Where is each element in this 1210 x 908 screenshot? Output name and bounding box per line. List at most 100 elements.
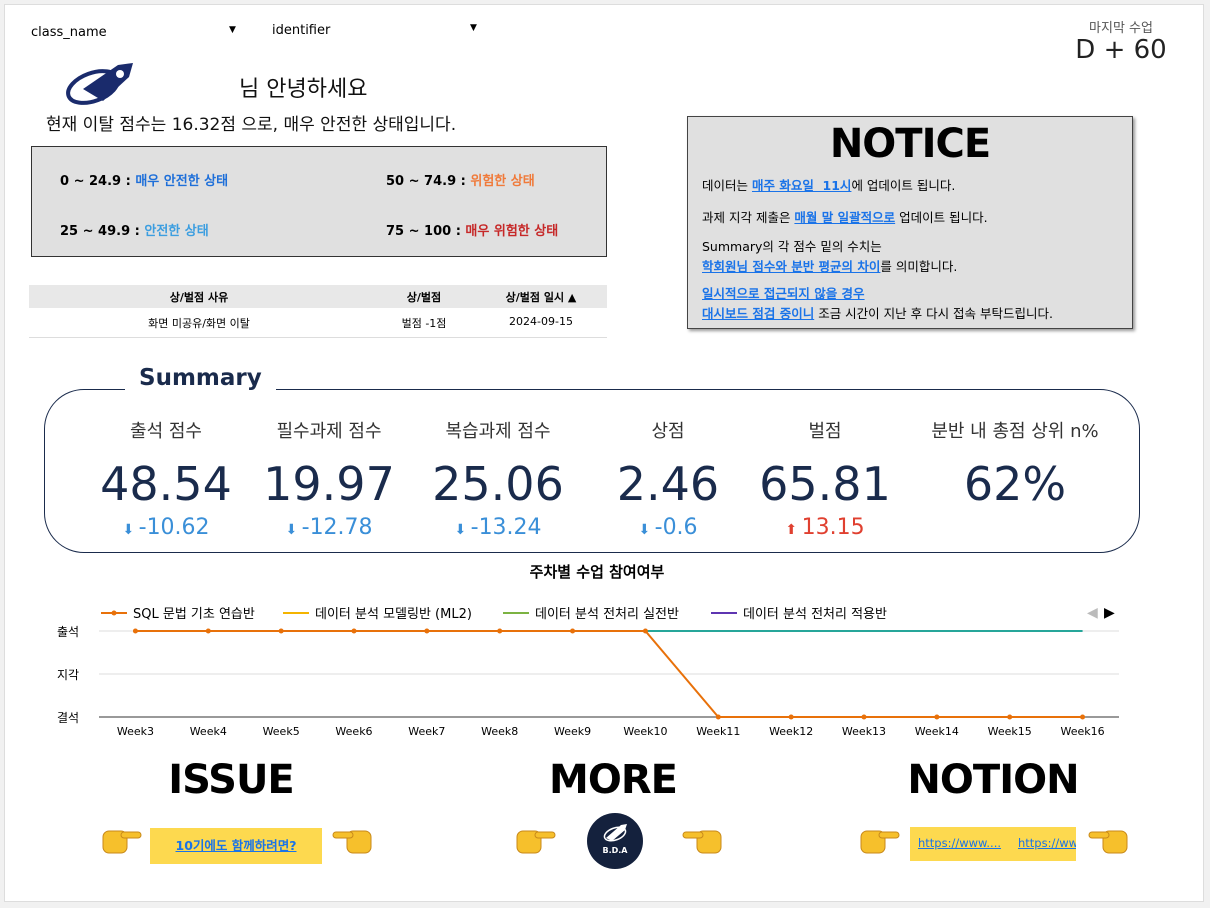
legend-next[interactable]: ▶ xyxy=(1104,605,1115,621)
down-arrow: ⬇ xyxy=(285,522,302,538)
delta-value: -13.24 xyxy=(470,515,542,540)
metric-delta: ⬆ 13.15 xyxy=(730,515,920,540)
metric-value: 65.81 xyxy=(759,457,891,511)
table-header xyxy=(29,285,607,308)
text: 업데이트 됩니다. xyxy=(895,210,988,225)
level: 75 ~ 100 : 매우 위험한 상태 xyxy=(386,220,558,239)
metric-value: 2.46 xyxy=(616,457,720,511)
metric-label: 출석 점수 xyxy=(130,421,202,442)
last-class-label: 마지막 수업 xyxy=(1089,21,1153,36)
identifier-filter[interactable]: identifier ▼ xyxy=(272,23,482,38)
y-tick-label: 결석 xyxy=(57,711,79,725)
link[interactable]: https://ww xyxy=(1018,836,1076,850)
logo-text: B.D.A xyxy=(602,846,628,855)
down-arrow: ⬇ xyxy=(454,522,471,538)
greeting: 님 안녕하세요 xyxy=(239,77,368,102)
table-header-cell: 상/벌점 사유 xyxy=(169,291,229,304)
logo-rocket xyxy=(603,824,627,842)
metric-delta: ⬇ -12.78 xyxy=(234,515,424,540)
legend-label: 데이터 분석 전처리 실전반 xyxy=(535,607,679,622)
table-header-cell[interactable]: 상/벌점 xyxy=(406,291,442,304)
issue-button[interactable]: 10기에도 함께하려면? xyxy=(150,828,322,864)
link[interactable]: 매주 화요일 11시 xyxy=(751,178,852,193)
x-tick-label: Week16 xyxy=(1061,725,1105,738)
text: 에 업데이트 됩니다. xyxy=(851,178,956,193)
point xyxy=(642,628,648,634)
delta-value: -12.78 xyxy=(301,515,373,540)
level-label: 위험한 상태 xyxy=(470,174,535,189)
x-tick-label: Week5 xyxy=(263,725,300,738)
pointer-icons xyxy=(102,830,1128,854)
rocket-logo xyxy=(66,63,133,105)
table-cell: 화면 미공유/화면 이탈 xyxy=(148,317,250,330)
x-tick-label: Week8 xyxy=(481,725,518,738)
metric-value: 25.06 xyxy=(432,457,564,511)
point xyxy=(570,628,576,634)
text: 과제 지각 제출은 xyxy=(702,210,795,225)
summary-title: Summary xyxy=(125,365,276,391)
point xyxy=(934,714,940,720)
link[interactable]: 대시보드 점검 중이니 xyxy=(702,306,815,321)
link[interactable]: 매월 말 일괄적으로 xyxy=(794,210,896,225)
notice-line: Summary의 각 점수 밑의 수치는 xyxy=(702,239,882,254)
level-range: 0 ~ 24.9 : xyxy=(60,174,136,189)
legend-prev[interactable]: ◀ xyxy=(1087,605,1098,621)
down-arrow: ⬇ xyxy=(638,522,655,538)
metric-value: 48.54 xyxy=(100,457,232,511)
class-filter[interactable]: class_name ▼ xyxy=(31,25,241,40)
link[interactable]: 학회원님 점수와 분반 평균의 차이 xyxy=(702,259,881,274)
level: 25 ~ 49.9 : 안전한 상태 xyxy=(60,220,209,239)
delta-value: -0.6 xyxy=(654,515,698,540)
point xyxy=(715,714,721,720)
point xyxy=(861,714,867,720)
level-label: 안전한 상태 xyxy=(144,224,209,239)
point xyxy=(1080,714,1086,720)
text: 데이터는 xyxy=(702,178,752,193)
down-arrow: ⬇ xyxy=(122,522,139,538)
table-rule xyxy=(29,337,607,338)
point xyxy=(278,628,284,634)
level: 0 ~ 24.9 : 매우 안전한 상태 xyxy=(60,170,228,189)
status-text: 현재 이탈 점수는 16.32점 으로, 매우 안전한 상태입니다. xyxy=(46,115,457,135)
y-tick-label: 지각 xyxy=(57,668,79,682)
point xyxy=(132,628,138,634)
link[interactable]: 일시적으로 접근되지 않을 경우 xyxy=(702,286,865,301)
x-tick-label: Week10 xyxy=(623,725,667,738)
level-range: 75 ~ 100 : xyxy=(386,224,466,239)
notice-line: 데이터는 매주 화요일 11시에 업데이트 됩니다. xyxy=(702,175,955,194)
notice-title: NOTICE xyxy=(829,121,991,167)
x-tick-label: Week15 xyxy=(988,725,1032,738)
notice-box: NOTICE 데이터는 매주 화요일 11시에 업데이트 됩니다. 과제 지각 … xyxy=(687,116,1133,329)
issue-heading: ISSUE xyxy=(168,757,295,803)
up-arrow: ⬆ xyxy=(785,522,802,538)
series-line xyxy=(135,630,1083,718)
delta-value: 13.15 xyxy=(801,515,865,540)
link[interactable]: https://www.... xyxy=(918,836,1002,850)
x-tick-label: Week14 xyxy=(915,725,959,738)
metric-value: 19.97 xyxy=(263,457,395,511)
metric-delta: ⬇ -13.24 xyxy=(403,515,593,540)
point xyxy=(788,714,794,720)
x-tick-label: Week3 xyxy=(117,725,154,738)
chart-title: 주차별 수업 참여여부 xyxy=(530,563,665,581)
y-tick-label: 출석 xyxy=(57,625,79,639)
table-cell: 2024-09-15 xyxy=(509,315,573,328)
bda-logo[interactable]: B.D.A xyxy=(587,813,643,869)
dropdown-arrow: ▼ xyxy=(470,23,477,33)
legend-label: SQL 문법 기초 연습반 xyxy=(133,607,255,622)
notice-line: 과제 지각 제출은 매월 말 일괄적으로 업데이트 됩니다. xyxy=(702,207,988,226)
filter-label: identifier xyxy=(272,23,331,38)
level-box: 0 ~ 24.9 : 매우 안전한 상태 50 ~ 74.9 : 위험한 상태 … xyxy=(31,146,607,257)
level: 50 ~ 74.9 : 위험한 상태 xyxy=(386,170,535,189)
notice-line: 대시보드 점검 중이니 조금 시간이 지난 후 다시 접속 부탁드립니다. xyxy=(702,303,1053,322)
metric-delta: ⬇ -10.62 xyxy=(71,515,261,540)
metric-label: 벌점 xyxy=(808,421,842,442)
table-header-cell[interactable]: 상/벌점 일시 ▲ xyxy=(505,291,577,304)
metric-label: 필수과제 점수 xyxy=(276,421,382,442)
link[interactable]: 10기에도 함께하려면? xyxy=(175,838,297,853)
filter-label: class_name xyxy=(31,25,107,40)
metric-label: 상점 xyxy=(651,421,685,442)
level-label: 매우 위험한 상태 xyxy=(465,224,559,239)
x-tick-label: Week13 xyxy=(842,725,886,738)
level-range: 25 ~ 49.9 : xyxy=(60,224,145,239)
